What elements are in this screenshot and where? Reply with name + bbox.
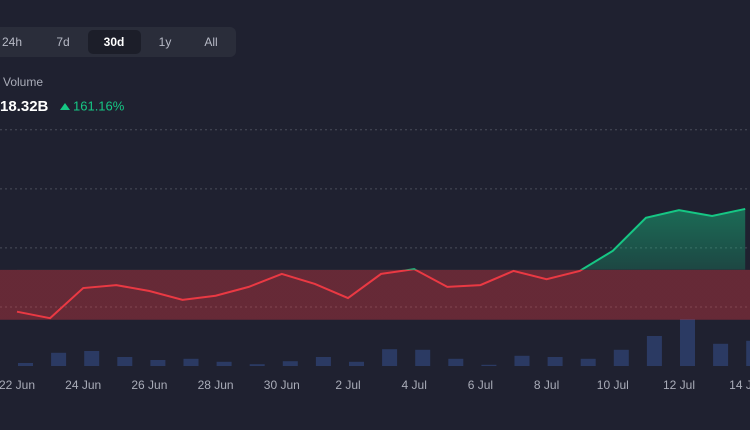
tab[interactable]: 1y bbox=[159, 35, 172, 49]
tab[interactable]: 7d bbox=[56, 35, 69, 49]
x-tick-label: 24 Jun bbox=[65, 378, 101, 392]
volume-bar bbox=[481, 364, 497, 366]
x-tick-label: 26 Jun bbox=[131, 378, 167, 392]
volume-bar bbox=[415, 349, 431, 366]
x-tick-label: 10 Jul bbox=[597, 378, 629, 392]
x-tick-label: 8 Jul bbox=[534, 378, 559, 392]
volume-bar bbox=[183, 358, 199, 366]
volume-bar bbox=[51, 352, 67, 366]
x-tick-label: 30 Jun bbox=[264, 378, 300, 392]
area-up bbox=[17, 208, 746, 270]
line-up bbox=[402, 207, 746, 270]
volume-bar bbox=[18, 363, 33, 366]
volume-bar bbox=[580, 358, 596, 366]
tab[interactable]: All bbox=[204, 35, 217, 49]
up-arrow bbox=[60, 103, 70, 110]
x-tick-label: 4 Jul bbox=[402, 378, 427, 392]
volume-bar bbox=[150, 360, 166, 366]
volume-bar bbox=[547, 357, 563, 366]
change: 161.16% bbox=[73, 98, 125, 113]
volume-bar bbox=[84, 351, 100, 366]
volume-bar bbox=[315, 357, 331, 366]
line-down bbox=[16, 269, 584, 320]
volume-bar bbox=[713, 343, 729, 366]
volume-bar bbox=[249, 364, 265, 366]
volume-bar bbox=[282, 361, 298, 366]
volume-bar bbox=[349, 361, 364, 366]
metric-value: 18.32B bbox=[0, 98, 49, 115]
volume-bar bbox=[646, 336, 662, 366]
volume-bar bbox=[680, 319, 695, 366]
volume-bar bbox=[216, 361, 232, 366]
x-tick-label: 14 Jul bbox=[729, 378, 750, 392]
x-tick-label: 6 Jul bbox=[468, 378, 493, 392]
volume-bar bbox=[613, 349, 629, 366]
metric-label: Volume bbox=[3, 75, 43, 89]
tab[interactable]: 24h bbox=[2, 35, 22, 49]
x-tick-label: 12 Jul bbox=[663, 378, 695, 392]
x-tick-label: 22 Jun bbox=[0, 378, 35, 392]
tab[interactable]: 30d bbox=[104, 35, 125, 49]
volume-bar bbox=[448, 358, 464, 366]
active-tab-bg bbox=[88, 30, 141, 54]
x-tick-label: 2 Jul bbox=[335, 378, 360, 392]
x-tick-label: 28 Jun bbox=[198, 378, 234, 392]
volume-bar bbox=[117, 357, 133, 366]
volume-bar bbox=[746, 340, 750, 366]
volume-bar bbox=[514, 355, 530, 366]
volume-bar bbox=[382, 349, 398, 366]
